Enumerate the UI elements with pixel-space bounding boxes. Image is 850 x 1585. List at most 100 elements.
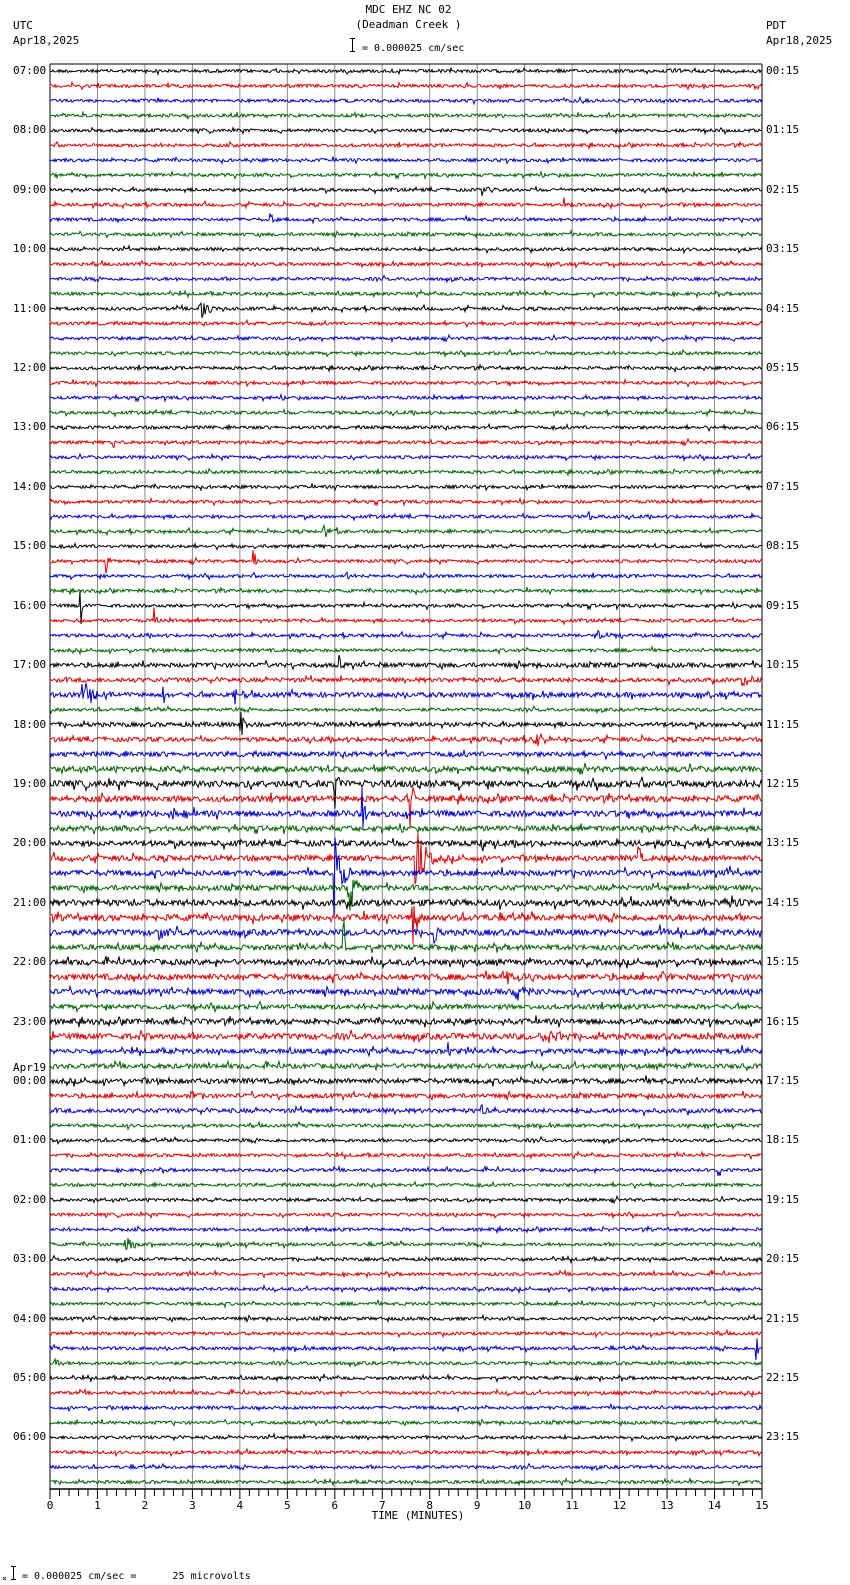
trace-line — [49, 1135, 763, 1146]
svg-text:4: 4 — [237, 1499, 244, 1512]
utc-hour-label: 03:00 — [13, 1252, 47, 1266]
trace-line — [49, 674, 763, 687]
utc-hour-label: 00:00 — [13, 1073, 47, 1087]
svg-text:5: 5 — [284, 1499, 291, 1512]
trace-line — [49, 333, 763, 344]
pdt-hour-label: 02:15 — [766, 182, 800, 196]
trace-line — [49, 523, 763, 538]
trace-line — [49, 999, 763, 1014]
pdt-hour-label: 16:15 — [766, 1014, 800, 1028]
utc-hour-label: 23:00 — [13, 1014, 47, 1028]
trace-line — [49, 1150, 762, 1161]
utc-hour-label: 11:00 — [13, 301, 47, 315]
trace-line — [49, 704, 763, 715]
utc-hour-label: 09:00 — [13, 182, 47, 196]
svg-text:0: 0 — [47, 1499, 54, 1512]
trace-line — [49, 1254, 763, 1265]
trace-line — [49, 1313, 763, 1324]
trace-line — [49, 645, 763, 656]
scale-text: = 0.000025 cm/sec — [362, 43, 465, 54]
trace-line — [49, 732, 763, 747]
pdt-hour-label: 11:15 — [766, 717, 800, 731]
left-timezone: UTC — [13, 19, 33, 32]
trace-line — [49, 80, 763, 91]
pdt-hour-label: 00:15 — [766, 64, 800, 77]
trace-line — [49, 586, 763, 596]
trace-line — [49, 1432, 763, 1443]
trace-line — [49, 95, 763, 106]
utc-hour-label: 20:00 — [13, 836, 47, 850]
station-location: (Deadman Creek ) — [355, 18, 462, 31]
trace-line — [49, 496, 763, 507]
trace-line — [49, 377, 763, 388]
trace-line — [49, 1120, 763, 1131]
trace-line — [49, 956, 763, 969]
trace-line — [49, 1224, 763, 1235]
trace-line — [49, 483, 763, 492]
utc-hour-label: 13:00 — [13, 420, 47, 434]
trace-line — [49, 274, 763, 284]
trace-line — [49, 924, 763, 944]
trace-line — [49, 1477, 763, 1488]
trace-line — [49, 541, 763, 551]
utc-hour-label: 10:00 — [13, 242, 47, 256]
trace-line — [49, 185, 763, 196]
trace-line — [49, 895, 763, 910]
trace-line — [49, 1238, 763, 1251]
pdt-hour-label: 04:15 — [766, 301, 800, 315]
trace-line — [49, 1298, 763, 1309]
trace-line — [49, 288, 763, 299]
utc-hour-label: 17:00 — [13, 658, 47, 672]
trace-line — [49, 437, 763, 449]
trace-line — [49, 776, 763, 809]
trace-line — [49, 711, 763, 736]
svg-text:9: 9 — [474, 1499, 481, 1512]
trace-line — [49, 823, 762, 835]
pdt-hour-label: 03:15 — [766, 242, 800, 256]
utc-hour-label: 05:00 — [13, 1371, 47, 1385]
utc-hour-label: 01:00 — [13, 1133, 47, 1147]
svg-text:13: 13 — [660, 1499, 673, 1512]
pdt-hour-label: 15:15 — [766, 955, 800, 969]
utc-hour-label: 15:00 — [13, 539, 47, 553]
trace-line — [49, 1417, 763, 1428]
trace-line — [49, 749, 763, 761]
pdt-hour-label: 21:15 — [766, 1311, 800, 1325]
trace-line — [49, 213, 763, 225]
x-axis-title: TIME (MINUTES) — [371, 1509, 465, 1522]
trace-line — [49, 787, 763, 829]
trace-line — [49, 1373, 763, 1384]
right-date: Apr18,2025 — [766, 34, 833, 47]
pdt-hour-label: 13:15 — [766, 836, 800, 850]
pdt-hour-label: 01:15 — [766, 123, 800, 137]
pdt-hour-label: 09:15 — [766, 598, 800, 612]
trace-line — [49, 787, 763, 829]
svg-text:12: 12 — [613, 1499, 626, 1512]
trace-line — [49, 66, 763, 77]
trace-line — [49, 920, 763, 954]
footer-scale-prefix: × — [2, 1574, 7, 1583]
trace-line — [49, 1268, 763, 1280]
trace-line — [49, 1357, 763, 1368]
utc-hour-label: 06:00 — [13, 1430, 47, 1444]
footer-scale-bar-icon — [11, 1566, 19, 1580]
trace-line — [49, 550, 763, 574]
utc-hour-label: 07:00 — [13, 64, 47, 77]
pdt-hour-label: 12:15 — [766, 776, 800, 790]
pdt-hour-label: 05:15 — [766, 361, 800, 375]
trace-line — [49, 762, 762, 775]
pdt-hour-label: 06:15 — [766, 420, 800, 434]
pdt-hour-label: 07:15 — [766, 479, 800, 493]
station-title: MDC EHZ NC 02 — [365, 3, 452, 16]
trace-line — [49, 110, 763, 121]
utc-hour-label: 16:00 — [13, 598, 47, 612]
trace-line — [49, 452, 763, 463]
utc-hour-label: 02:00 — [13, 1192, 47, 1206]
trace-line — [49, 1015, 763, 1028]
pdt-hour-label: 10:15 — [766, 658, 800, 672]
trace-line — [49, 1164, 763, 1177]
trace-line — [49, 837, 763, 852]
trace-line — [49, 259, 763, 269]
trace-line — [49, 590, 763, 625]
